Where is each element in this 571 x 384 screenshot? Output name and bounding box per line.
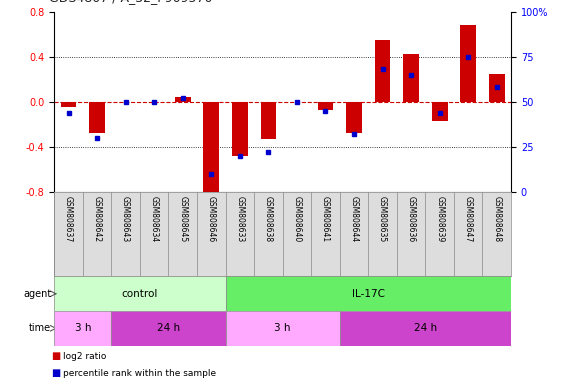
Bar [375,40,391,102]
Bar [403,55,419,102]
Bar [432,102,448,121]
Bar [54,311,111,346]
Text: 24 h: 24 h [157,323,180,333]
Text: 3 h: 3 h [75,323,91,333]
Bar [61,102,77,108]
Text: GSM808647: GSM808647 [464,196,473,242]
Text: log2 ratio: log2 ratio [63,352,106,361]
Text: 3 h: 3 h [275,323,291,333]
Text: GSM808636: GSM808636 [407,196,416,242]
Bar [340,311,511,346]
Text: percentile rank within the sample: percentile rank within the sample [63,369,216,378]
Text: GSM808638: GSM808638 [264,196,273,242]
Text: control: control [122,289,158,299]
Text: GSM808646: GSM808646 [207,196,216,242]
Bar [111,311,226,346]
Bar [175,97,191,102]
Text: time: time [29,323,51,333]
Bar [226,276,511,311]
Text: GSM808634: GSM808634 [150,196,159,242]
Text: agent: agent [23,289,51,299]
Bar [489,74,505,102]
Text: GDS4807 / A_32_P909570: GDS4807 / A_32_P909570 [49,0,212,4]
Bar [203,102,219,194]
Text: GSM808648: GSM808648 [492,196,501,242]
Text: GSM808633: GSM808633 [235,196,244,242]
Text: IL-17C: IL-17C [352,289,385,299]
Bar [460,25,476,102]
Text: ■: ■ [51,351,61,361]
Text: GSM808644: GSM808644 [349,196,359,242]
Text: GSM808639: GSM808639 [435,196,444,242]
Text: GSM808640: GSM808640 [292,196,301,242]
Bar [226,311,340,346]
Text: GSM808643: GSM808643 [121,196,130,242]
Text: 24 h: 24 h [414,323,437,333]
Bar [346,102,362,133]
Bar [89,102,105,133]
Bar [317,102,333,110]
Text: GSM808641: GSM808641 [321,196,330,242]
Text: GSM808642: GSM808642 [93,196,102,242]
Bar [232,102,248,156]
Text: GSM808635: GSM808635 [378,196,387,242]
Text: GSM808645: GSM808645 [178,196,187,242]
Text: GSM808637: GSM808637 [64,196,73,242]
Text: ■: ■ [51,368,61,378]
Bar [54,276,226,311]
Bar [260,102,276,139]
